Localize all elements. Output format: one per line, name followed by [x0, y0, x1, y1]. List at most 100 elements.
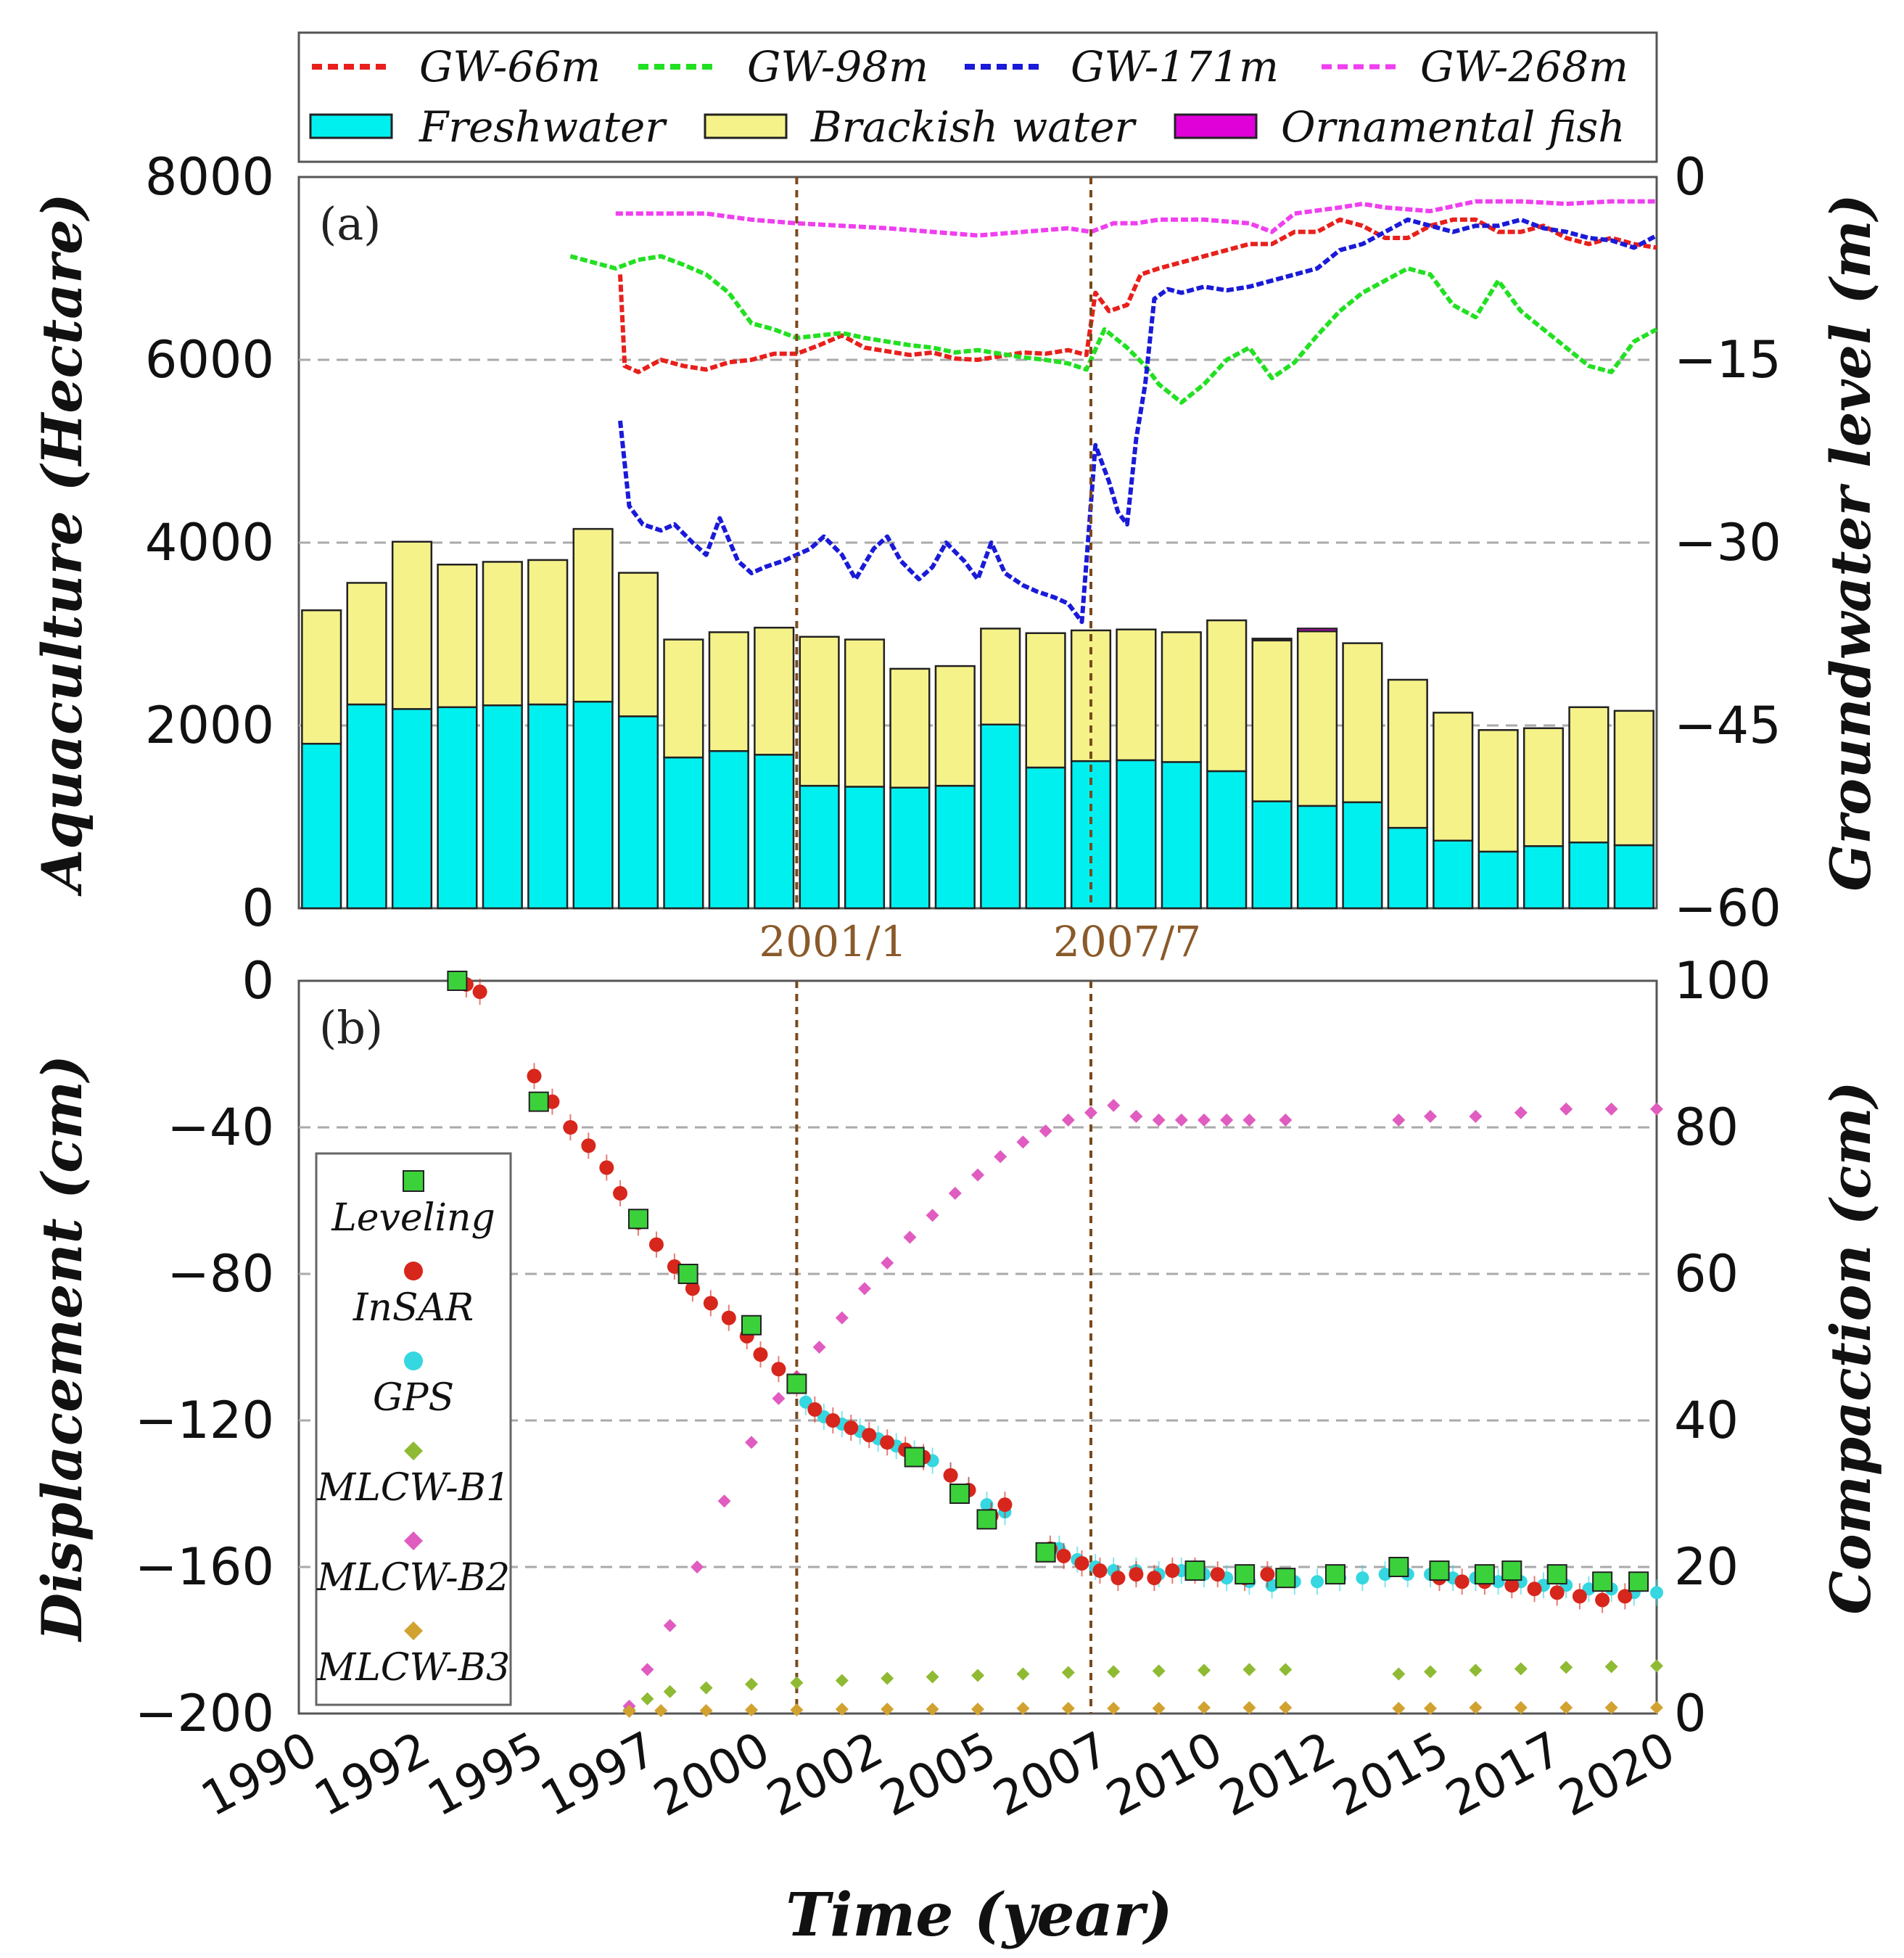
point-mlcw-b2 [812, 1341, 826, 1354]
point-gps [1311, 1575, 1324, 1589]
point-mlcw-b2 [1514, 1106, 1528, 1119]
point-mlcw-b1 [926, 1670, 939, 1684]
point-mlcw-b2 [903, 1230, 917, 1244]
point-mlcw-b3 [835, 1702, 849, 1716]
legend-label-gw171: GW-171m [1071, 42, 1279, 91]
point-mlcw-b3 [1424, 1701, 1437, 1715]
series-line-gw-171m [618, 217, 1658, 625]
point-gps [980, 1498, 994, 1512]
x-tick-label: 1995 [419, 1721, 552, 1827]
point-insar [1617, 1589, 1633, 1604]
legend-label-gw98: GW-98m [747, 42, 928, 91]
y-tick-label: −200 [135, 1684, 274, 1743]
x-tick-label: 2015 [1324, 1721, 1457, 1827]
point-leveling [1275, 1568, 1296, 1589]
y2-tick-label: 0 [1674, 1684, 1707, 1743]
bar-brackish-water-1991 [346, 582, 387, 706]
point-mlcw-b2 [1174, 1113, 1188, 1127]
y-tick-label: −160 [135, 1537, 274, 1597]
point-insar [721, 1310, 736, 1325]
point-insar [563, 1120, 578, 1135]
panel-b-label: (b) [319, 1001, 383, 1054]
point-insar [472, 984, 487, 1000]
point-mlcw-b2 [1559, 1102, 1573, 1116]
point-mlcw-b3 [1392, 1701, 1406, 1715]
point-mlcw-b1 [663, 1685, 677, 1698]
legend-panel-b: Leveling InSAR GPS MLCW-B1 MLCW-B2 MLCW-B3 [315, 1152, 512, 1706]
point-mlcw-b3 [790, 1703, 804, 1716]
legend-label-gw268: GW-268m [1420, 42, 1628, 91]
point-mlcw-b3 [881, 1702, 894, 1716]
point-mlcw-b3 [1242, 1700, 1256, 1714]
series-line-gw-66m [618, 217, 1657, 374]
bar-freshwater-2006 [1025, 766, 1066, 910]
point-insar [581, 1138, 596, 1153]
x-tick-label: 2020 [1550, 1721, 1683, 1827]
y-tick-label: 0 [242, 879, 274, 938]
y-tick-label: 6000 [145, 330, 274, 390]
point-leveling [1546, 1564, 1567, 1585]
bar-brackish-water-2010 [1206, 619, 1248, 773]
point-mlcw-b1 [699, 1681, 713, 1695]
point-leveling [1501, 1560, 1522, 1581]
point-insar [703, 1296, 718, 1311]
point-mlcw-b2 [1279, 1113, 1293, 1127]
bar-freshwater-2010 [1206, 770, 1248, 910]
bar-freshwater-2016 [1478, 850, 1519, 910]
point-mlcw-b3 [1152, 1701, 1166, 1715]
point-mlcw-b2 [971, 1168, 984, 1182]
point-insar [1595, 1592, 1610, 1608]
point-leveling [976, 1509, 997, 1530]
point-mlcw-b1 [1650, 1659, 1663, 1673]
bar-freshwater-2003 [889, 786, 931, 910]
point-mlcw-b1 [1198, 1663, 1211, 1677]
bar-brackish-water-1999 [708, 631, 749, 752]
point-leveling [1184, 1560, 1206, 1581]
point-mlcw-b3 [1061, 1701, 1075, 1715]
bar-brackish-water-1997 [617, 572, 659, 717]
legend-label-mlcw-b1: MLCW-B1 [316, 1466, 510, 1510]
bar-brackish-water-2001 [799, 635, 840, 787]
bar-freshwater-1996 [572, 700, 614, 910]
bar-freshwater-2018 [1568, 842, 1610, 910]
point-mlcw-b1 [790, 1676, 804, 1690]
bar-brackish-water-2015 [1433, 712, 1474, 842]
legend-label-mlcw-b2: MLCW-B2 [316, 1556, 510, 1600]
point-mlcw-b1 [881, 1671, 894, 1685]
point-insar [1056, 1548, 1071, 1563]
point-insar [648, 1237, 664, 1252]
y2-tick-label: 60 [1674, 1244, 1739, 1304]
bar-brackish-water-2014 [1387, 678, 1428, 829]
y-tick-label: 8000 [145, 147, 274, 207]
bar-brackish-water-2009 [1161, 631, 1202, 763]
bar-brackish-water-2012 [1296, 630, 1338, 807]
legend-swatch-ornamental [1174, 113, 1258, 139]
point-leveling [1235, 1564, 1256, 1585]
y2-tick-label: 100 [1674, 951, 1771, 1011]
bar-freshwater-1991 [346, 703, 387, 910]
bar-freshwater-1993 [437, 706, 478, 910]
bar-freshwater-2002 [844, 786, 886, 910]
legend-marker-leveling [403, 1170, 424, 1192]
point-mlcw-b3 [1514, 1700, 1528, 1714]
point-mlcw-b3 [1016, 1701, 1030, 1715]
point-mlcw-b1 [1279, 1663, 1293, 1677]
x-tick-label: 2010 [1097, 1721, 1231, 1827]
point-mlcw-b2 [858, 1282, 871, 1296]
point-insar [880, 1435, 895, 1450]
point-mlcw-b2 [640, 1663, 654, 1677]
point-mlcw-b2 [835, 1311, 849, 1325]
bar-brackish-water-2013 [1342, 642, 1383, 804]
x-tick-label: 1997 [532, 1721, 665, 1827]
point-insar [771, 1362, 786, 1377]
bar-freshwater-2008 [1116, 759, 1157, 910]
panel-a: (a) 8000 6000 4000 2000 0 0 −15 −30 −45 −60 Aqua… [30, 147, 1883, 966]
panel-a-ylabel: Aquaculture (Hectare) [30, 193, 94, 896]
bar-brackish-water-2018 [1568, 706, 1610, 844]
point-mlcw-b1 [971, 1669, 984, 1682]
point-mlcw-b2 [948, 1186, 962, 1200]
point-mlcw-b1 [835, 1674, 849, 1687]
point-insar [1210, 1567, 1225, 1582]
bar-freshwater-2012 [1296, 805, 1338, 910]
marker-label: 2001/1 [759, 917, 907, 966]
